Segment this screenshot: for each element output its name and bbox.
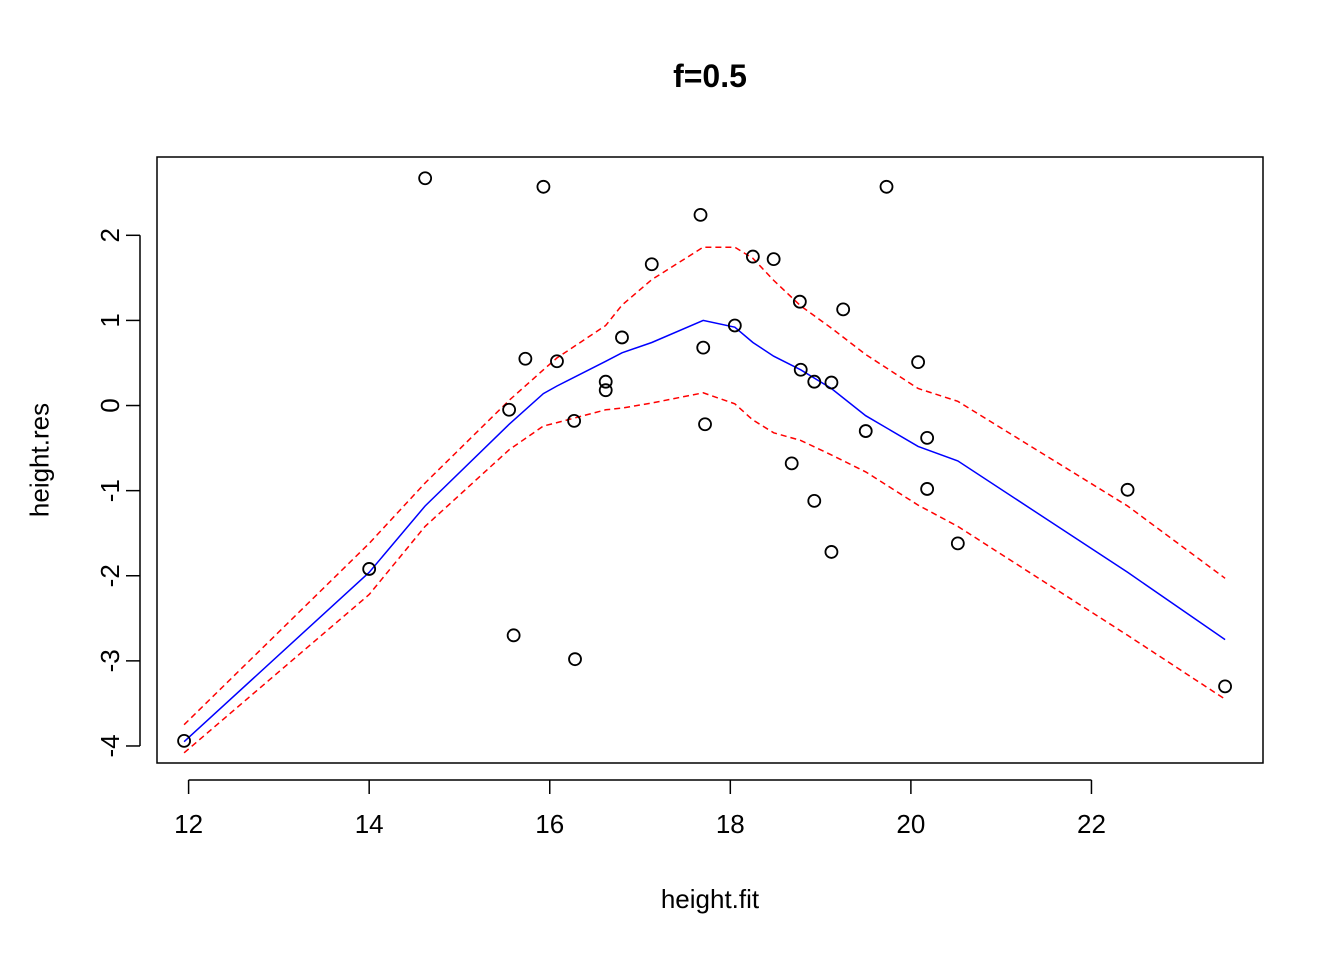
x-tick-label: 20 (896, 809, 925, 839)
y-tick-label: -4 (95, 734, 125, 757)
data-point (598, 374, 613, 389)
y-tick-label: 0 (95, 398, 125, 412)
data-point (568, 652, 582, 667)
data-point (518, 351, 533, 366)
data-point (698, 417, 712, 432)
data-point (727, 318, 742, 333)
data-point (824, 375, 839, 390)
smooth-lines (183, 246, 1226, 754)
data-point (858, 424, 873, 438)
y-tick-label: -2 (95, 564, 125, 587)
data-point (536, 179, 551, 194)
data-point (745, 249, 760, 264)
data-point (879, 179, 894, 194)
x-tick-label: 12 (174, 809, 203, 839)
data-point (598, 383, 613, 398)
y-tick-label: -1 (95, 479, 125, 502)
plot-frame (156, 156, 1264, 764)
data-point (502, 402, 517, 417)
x-tick-label: 22 (1077, 809, 1106, 839)
data-point (792, 294, 807, 309)
data-point (950, 536, 965, 551)
chart-title: f=0.5 (673, 58, 747, 94)
data-point (784, 456, 799, 471)
x-tick-label: 18 (716, 809, 745, 839)
data-point (911, 355, 926, 370)
x-tick-label: 14 (355, 809, 384, 839)
data-point (615, 330, 629, 345)
y-tick-label: -3 (95, 649, 125, 672)
band-line-1 (183, 246, 1226, 726)
data-point (696, 340, 711, 355)
data-point (920, 430, 935, 445)
smooth-line (183, 319, 1226, 743)
y-tick-label: 2 (95, 228, 125, 242)
data-point (550, 354, 564, 369)
band-line-2 (183, 392, 1226, 754)
data-point (362, 562, 377, 576)
x-tick-label: 16 (535, 809, 564, 839)
data-point (807, 374, 822, 389)
data-point (567, 413, 582, 428)
data-point (693, 207, 708, 222)
data-point (920, 482, 935, 496)
data-point (418, 171, 433, 186)
data-point (1120, 482, 1135, 497)
data-point (807, 493, 822, 508)
data-point (824, 545, 839, 559)
data-point (177, 733, 191, 748)
data-point (836, 302, 851, 317)
data-point (644, 257, 659, 272)
y-tick-label: 1 (95, 313, 125, 327)
data-point (793, 362, 808, 377)
data-points (177, 171, 1232, 748)
x-axis-label: height.fit (660, 884, 760, 914)
data-point (1218, 679, 1232, 694)
data-point (766, 252, 781, 267)
data-point (506, 628, 521, 643)
